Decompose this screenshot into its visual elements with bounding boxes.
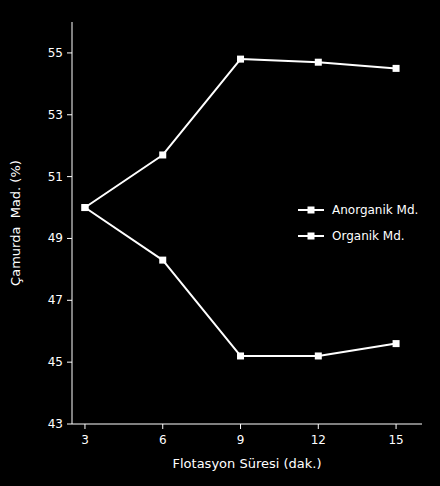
y-tick-label: 55: [48, 46, 63, 60]
legend-marker: [308, 233, 315, 240]
y-tick-label: 51: [48, 170, 63, 184]
chart: 3 6 9 12 15 43 45 47 49 51 53 55 Flotasyon Süresi (d…: [0, 0, 440, 486]
point-marker: [315, 352, 322, 359]
point-marker: [81, 204, 88, 211]
point-marker: [315, 59, 322, 66]
x-tick-label: 9: [237, 433, 245, 447]
point-marker: [81, 204, 88, 211]
background: [0, 0, 440, 486]
point-marker: [159, 257, 166, 264]
x-tick-label: 3: [81, 433, 89, 447]
y-tick-label: 53: [48, 108, 63, 122]
series-line: [85, 59, 396, 207]
y-tick: [67, 176, 72, 177]
y-tick: [67, 300, 72, 301]
x-tick-label: 6: [159, 433, 167, 447]
x-tick-label: 12: [311, 433, 326, 447]
y-tick: [67, 114, 72, 115]
legend-label: Organik Md.: [332, 229, 405, 243]
x-tick-label: 15: [388, 433, 403, 447]
x-tick: [396, 424, 397, 429]
legend-label: Anorganik Md.: [332, 203, 418, 217]
y-axis-line: [72, 22, 73, 424]
point-marker: [237, 352, 244, 359]
chart-container: 3 6 9 12 15 43 45 47 49 51 53 55 Flotasyon Süresi (d…: [0, 0, 440, 486]
x-tick: [240, 424, 241, 429]
x-tick: [318, 424, 319, 429]
y-tick-label: 49: [48, 231, 63, 245]
y-tick: [67, 362, 72, 363]
point-marker: [237, 56, 244, 63]
y-tick: [67, 52, 72, 53]
x-axis-label: Flotasyon Süresi (dak.): [173, 456, 322, 471]
y-axis-label: Çamurda Mad. (%): [8, 160, 23, 286]
x-axis-line: [72, 424, 422, 425]
point-marker: [393, 65, 400, 72]
point-marker: [393, 340, 400, 347]
x-tick: [162, 424, 163, 429]
y-tick-label: 43: [48, 417, 63, 431]
point-marker: [159, 151, 166, 158]
x-tick: [84, 424, 85, 429]
y-tick-label: 47: [48, 293, 63, 307]
y-tick: [67, 424, 72, 425]
legend-box: [290, 193, 418, 253]
legend-marker: [308, 207, 315, 214]
y-tick-label: 45: [48, 355, 63, 369]
legend: Anorganik Md. Organik Md.: [290, 193, 418, 253]
y-tick: [67, 238, 72, 239]
